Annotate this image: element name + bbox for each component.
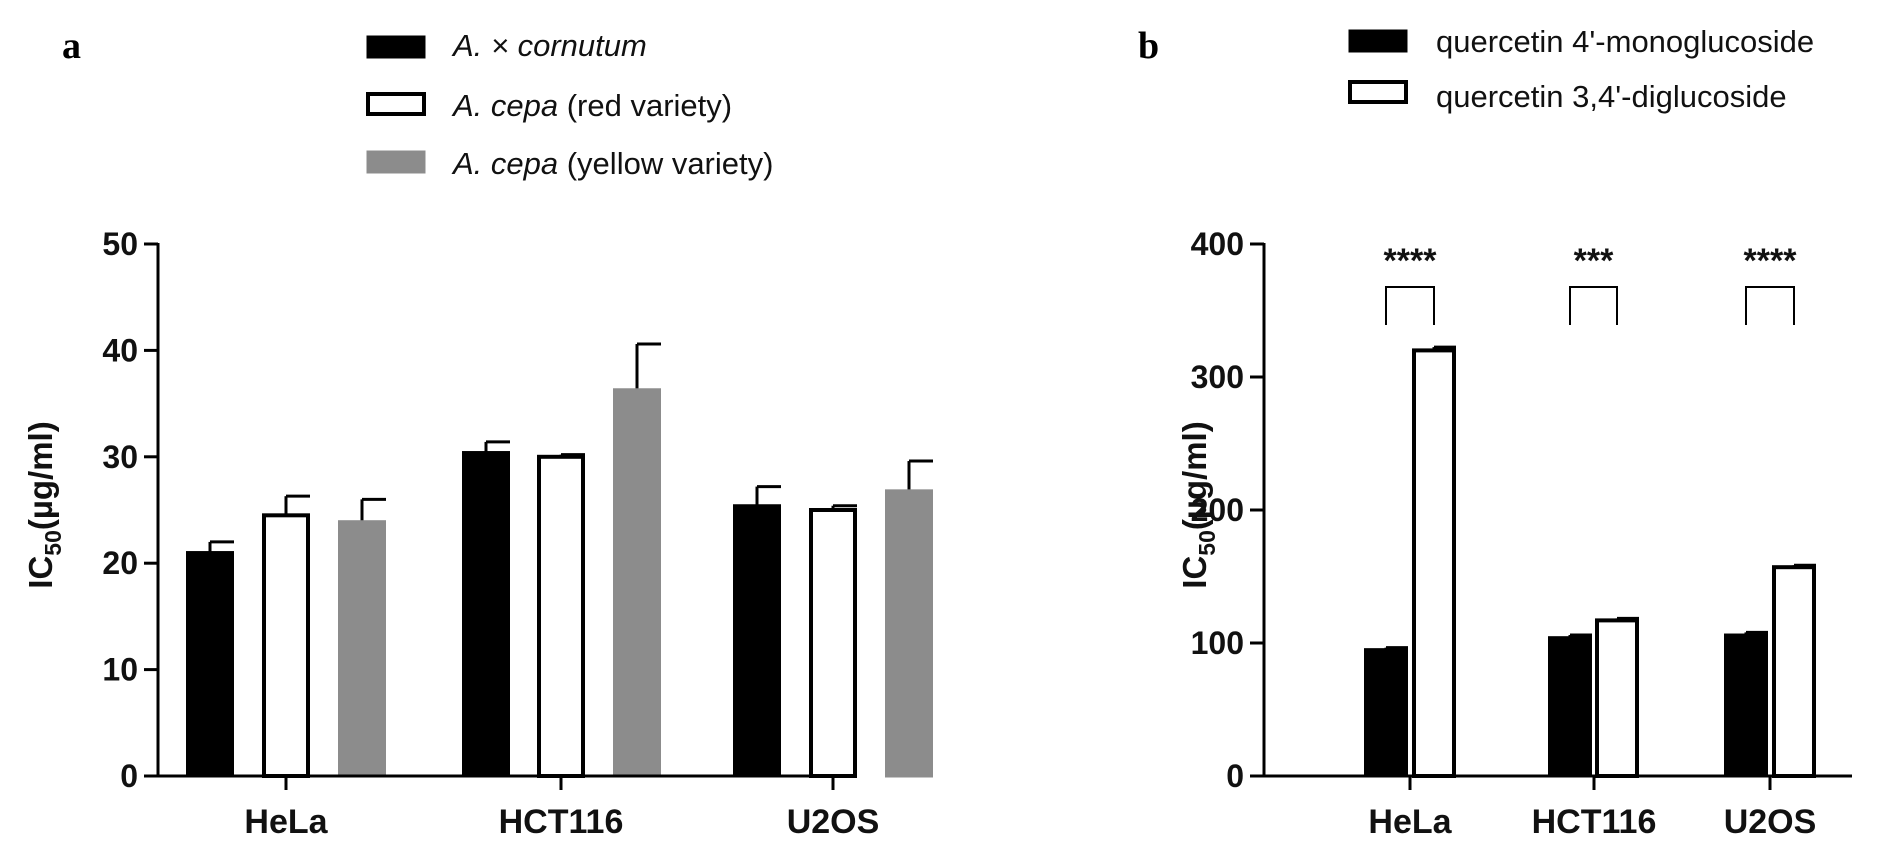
legend-a-swatch-1: [366, 92, 426, 116]
sig-bracket-b-2: [1745, 286, 1795, 325]
bar-b-0-1: [1548, 636, 1592, 778]
bar-a-1-1: [537, 454, 585, 778]
bar-a-2-0: [338, 520, 386, 778]
sig-label-b-1: ***: [1574, 242, 1614, 280]
bar-b-0-0: [1364, 648, 1408, 778]
legend-a-label-2: A. cepa (yellow variety): [451, 146, 773, 181]
legend-b-label-0: quercetin 4'-monoglucoside: [1436, 24, 1814, 59]
sig-label-b-2: ****: [1744, 242, 1798, 280]
y-tick-label-b-4: 400: [1191, 226, 1244, 262]
y-tick-label-a-3: 30: [102, 439, 138, 475]
bar-b-1-1: [1595, 618, 1639, 779]
legend-b-swatch-1: [1348, 80, 1408, 104]
panel-b: b quercetin 4'-monoglucoside quercetin 3…: [1138, 24, 1852, 841]
x-tick-label-b-1: HCT116: [1532, 803, 1657, 841]
bar-b-1-2: [1772, 565, 1816, 778]
y-tick-label-b-1: 100: [1191, 625, 1244, 661]
legend-a-swatch-2: [366, 150, 426, 174]
panel-a: a A. × cornutum A. cepa (red variety) A.…: [22, 25, 933, 841]
y-tick-label-b-0: 0: [1226, 758, 1244, 794]
y-tick-label-b-3: 300: [1191, 359, 1244, 395]
x-tick-label-a-1: HCT116: [499, 803, 624, 841]
panel-b-ylabel: IC50(µg/ml): [1176, 421, 1220, 588]
bar-b-1-0: [1412, 348, 1456, 778]
sig-bracket-b-1: [1569, 286, 1618, 325]
y-tick-label-a-1: 10: [102, 652, 138, 688]
bar-a-2-1: [613, 388, 661, 778]
sig-label-b-0: ****: [1384, 242, 1438, 280]
x-tick-label-b-2: U2OS: [1724, 803, 1817, 841]
sig-bracket-b-0: [1385, 286, 1435, 325]
y-tick-label-a-5: 50: [102, 226, 138, 262]
panel-a-plot: 0 10 20 30 40 50 HeLa HCT116 U2OS: [102, 226, 933, 841]
panel-b-letter: b: [1138, 25, 1159, 67]
y-tick-label-a-2: 20: [102, 545, 138, 581]
x-tick-label-a-2: U2OS: [787, 803, 880, 841]
panel-a-ylabel: IC50(µg/ml): [22, 421, 66, 588]
panel-b-legend: quercetin 4'-monoglucoside quercetin 3,4…: [1348, 24, 1814, 114]
bar-a-0-1: [462, 451, 510, 778]
legend-b-label-1: quercetin 3,4'-diglucoside: [1436, 79, 1787, 114]
bar-a-0-0: [186, 551, 234, 778]
panel-a-legend: A. × cornutum A. cepa (red variety) A. c…: [366, 28, 773, 181]
legend-a-swatch-0: [366, 35, 426, 59]
x-tick-label-b-0: HeLa: [1368, 803, 1452, 841]
x-tick-label-a-0: HeLa: [244, 803, 328, 841]
y-tick-label-a-4: 40: [102, 332, 138, 368]
bar-a-2-2: [885, 489, 933, 778]
bar-b-0-2: [1724, 633, 1768, 778]
legend-a-label-0: A. × cornutum: [451, 28, 647, 63]
bar-a-1-2: [809, 508, 857, 778]
panel-a-letter: a: [62, 25, 81, 67]
legend-a-label-1: A. cepa (red variety): [451, 88, 732, 123]
y-tick-label-b-2: 200: [1191, 492, 1244, 528]
bar-a-0-2: [733, 504, 781, 778]
y-tick-label-a-0: 0: [120, 758, 138, 794]
legend-b-swatch-0: [1348, 29, 1408, 53]
bar-a-1-0: [262, 513, 310, 778]
